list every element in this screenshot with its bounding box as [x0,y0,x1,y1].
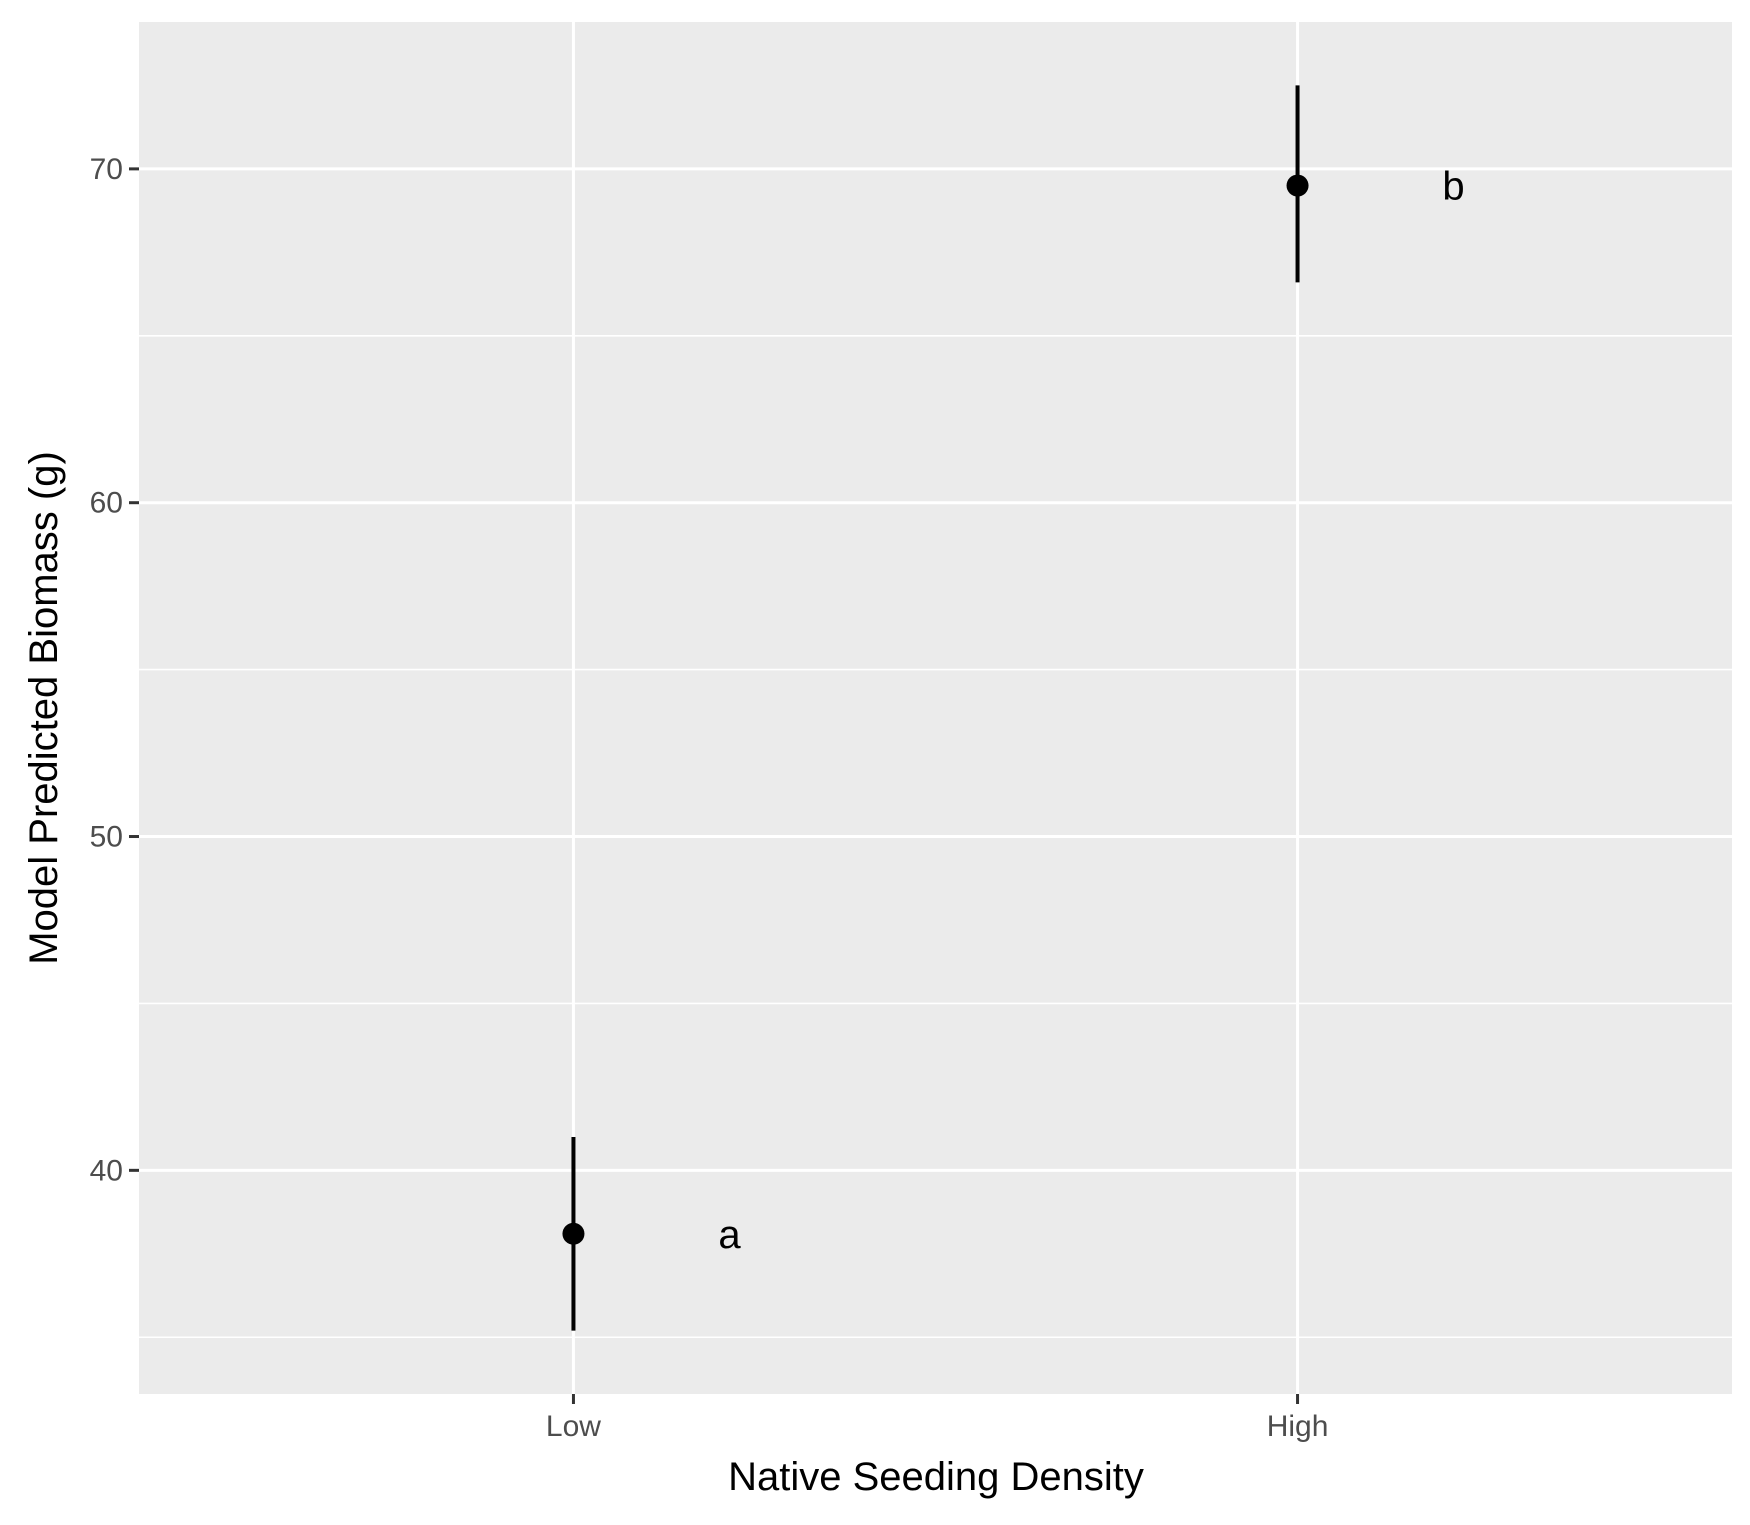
x-tick-label: High [1267,1410,1329,1443]
y-tick-label: 50 [90,821,123,854]
data-point [562,1222,585,1245]
plot-panel [139,22,1732,1394]
y-axis: 40 50 60 70 [90,153,139,1187]
significance-label: b [1442,165,1464,209]
x-tick-label: Low [546,1410,601,1443]
x-axis: Low High [546,1394,1328,1443]
y-tick-label: 70 [90,153,123,186]
y-tick-label: 60 [90,487,123,520]
y-tick-label: 40 [90,1154,123,1187]
y-axis-title: Model Predicted Biomass (g) [22,451,66,965]
minor-gridlines [139,334,1732,1339]
x-axis-title: Native Seeding Density [728,1455,1144,1499]
data-marks: ab [562,85,1465,1331]
significance-label: a [718,1213,741,1257]
data-point [1286,174,1309,197]
